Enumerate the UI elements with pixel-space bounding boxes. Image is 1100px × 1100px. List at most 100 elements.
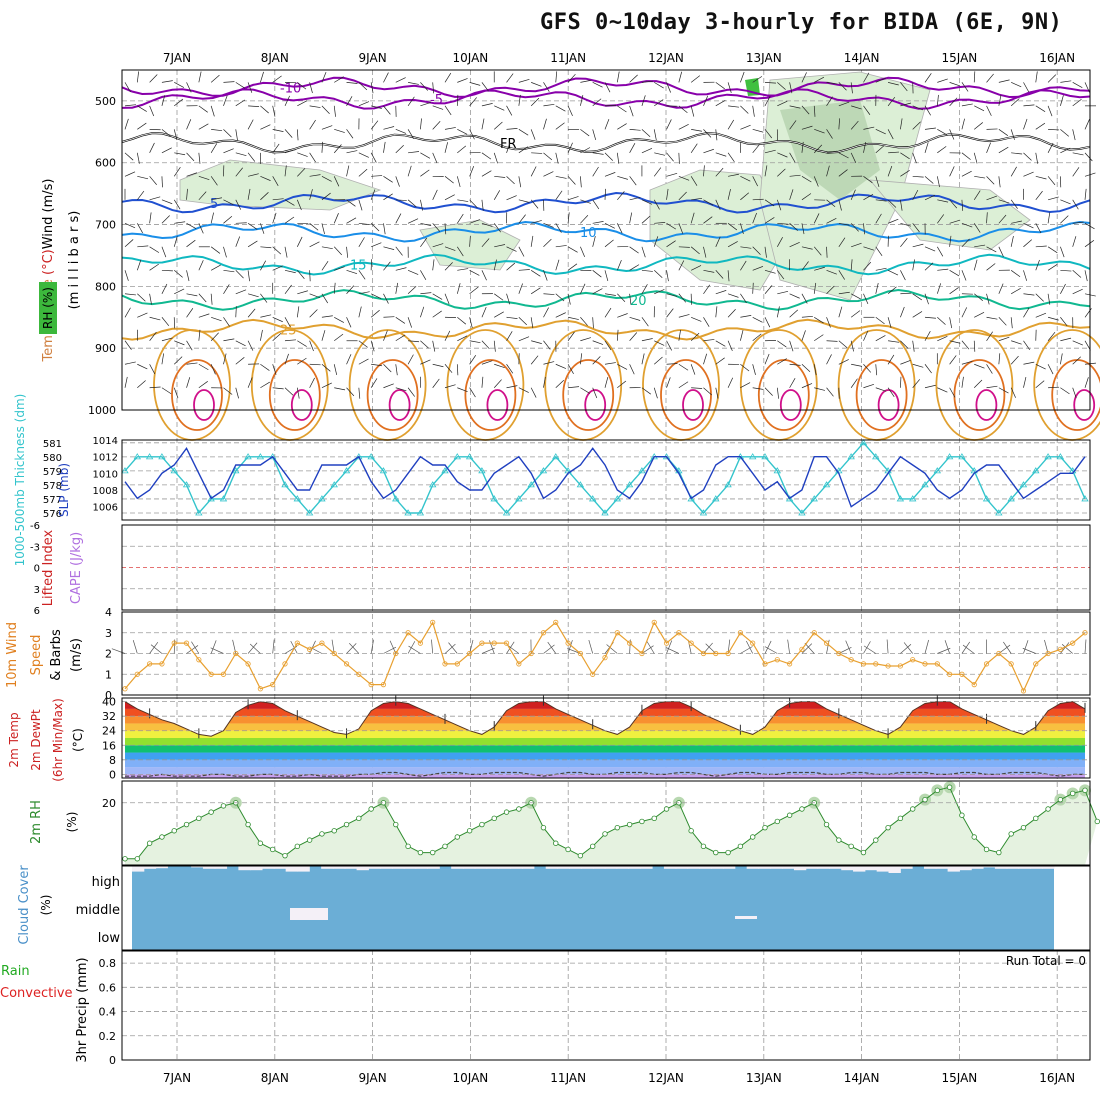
wind-barb xyxy=(592,387,598,399)
wind-barb xyxy=(654,152,666,156)
wind-barb xyxy=(235,270,244,279)
wind-barb xyxy=(1023,239,1032,248)
wind-barb xyxy=(1023,307,1030,318)
wind-barb xyxy=(260,293,268,303)
thickness-point xyxy=(207,495,215,502)
wind-barb xyxy=(481,170,492,177)
wind-barb xyxy=(851,363,863,367)
wind10m-point xyxy=(823,640,830,646)
rh2m-point xyxy=(983,846,990,853)
wind-barb xyxy=(974,175,986,179)
cloud-high-bar xyxy=(557,866,570,869)
wind-barb xyxy=(691,387,703,389)
cloud-high-bar xyxy=(604,866,618,869)
thickness-point xyxy=(330,481,338,488)
temp-tick: 24 xyxy=(102,725,116,738)
wind10m-barb xyxy=(886,639,889,654)
wind-barb xyxy=(887,96,896,107)
cloud-high-bar xyxy=(935,866,949,869)
isotherm-loop xyxy=(171,359,223,431)
wind-barb xyxy=(998,129,1009,136)
thickness-point xyxy=(182,481,191,488)
wind-barb xyxy=(973,190,981,201)
temp-band xyxy=(125,701,1085,702)
wind-barb xyxy=(333,364,338,376)
temp-band xyxy=(125,774,1085,778)
wind-barb xyxy=(838,270,845,280)
wind-barb xyxy=(1048,386,1060,389)
date-label-top: 11JAN xyxy=(550,51,586,65)
wind-barb xyxy=(641,246,646,258)
thickness-point xyxy=(133,453,142,460)
wind-barb xyxy=(813,176,819,187)
wind-barb xyxy=(272,316,283,323)
wind-barb xyxy=(1035,105,1046,112)
wind-barb xyxy=(814,387,825,391)
wind-barb xyxy=(604,362,616,365)
wind-barb xyxy=(370,340,375,352)
wind-barb xyxy=(850,152,857,163)
wind-barb xyxy=(568,316,579,320)
wind-barb xyxy=(420,340,429,349)
thickness-point xyxy=(921,481,929,488)
wind-barb xyxy=(407,354,414,365)
wind-barb xyxy=(863,330,869,341)
cloud-high-bar xyxy=(392,866,405,869)
precip-tick: 0.6 xyxy=(99,981,117,994)
wind-barb xyxy=(875,335,886,342)
wind-barb xyxy=(1011,82,1022,88)
wind-barb xyxy=(900,359,911,365)
wind10m-point xyxy=(380,682,387,688)
wind-barb xyxy=(174,98,184,107)
wind-barb xyxy=(1035,71,1038,83)
cloud-high-bar xyxy=(321,866,334,869)
cloud-high-bar xyxy=(640,866,653,869)
wind10m-barb xyxy=(507,644,520,654)
wind-barb xyxy=(260,71,264,83)
wind-barb xyxy=(604,118,610,130)
rh2m-point xyxy=(294,843,301,850)
wind-barb xyxy=(186,223,197,229)
wind-barb xyxy=(210,176,218,186)
wind-barb xyxy=(555,259,560,271)
pressure-tick: 500 xyxy=(95,95,116,108)
wind-barb xyxy=(297,82,307,90)
cloud-high-bar xyxy=(1030,866,1043,869)
wind-barb xyxy=(986,246,997,253)
wind-barb xyxy=(432,223,441,232)
wind10m-point xyxy=(947,671,953,677)
wind-barb xyxy=(789,242,800,248)
wind-barb xyxy=(420,222,432,226)
wind10m-point xyxy=(491,640,497,646)
wind-barb xyxy=(211,316,222,322)
wind-barb xyxy=(863,364,872,373)
wind-barb xyxy=(444,223,447,235)
wind-barb xyxy=(530,287,541,295)
wind-barb xyxy=(530,317,534,329)
wind-barb xyxy=(1035,190,1043,201)
wind-barb xyxy=(395,213,402,224)
wind-barb xyxy=(764,285,773,295)
cloud-high-bar xyxy=(782,866,795,869)
wind10m-point xyxy=(220,671,227,677)
wind-barb xyxy=(863,261,872,271)
wind-barb xyxy=(358,270,366,280)
wind-barb xyxy=(887,317,892,328)
wind10m-barb xyxy=(962,644,975,654)
wind10m-point xyxy=(565,640,571,646)
wind-barb xyxy=(826,150,838,154)
wind-barb xyxy=(838,152,849,159)
wind-barb xyxy=(592,221,604,224)
wind-barb xyxy=(961,222,973,228)
wind-barb xyxy=(580,283,586,294)
wind-barb xyxy=(641,269,653,272)
wind-barb xyxy=(678,105,688,114)
cloud-high-bar xyxy=(451,866,464,869)
thickness-point xyxy=(1019,481,1028,488)
wind-barb xyxy=(161,147,172,154)
rh2m-area xyxy=(125,787,1098,865)
cloud-high-bar xyxy=(155,866,168,869)
wind-barb xyxy=(444,262,453,271)
wind-barb xyxy=(333,105,336,117)
rh2m-point xyxy=(749,834,756,840)
